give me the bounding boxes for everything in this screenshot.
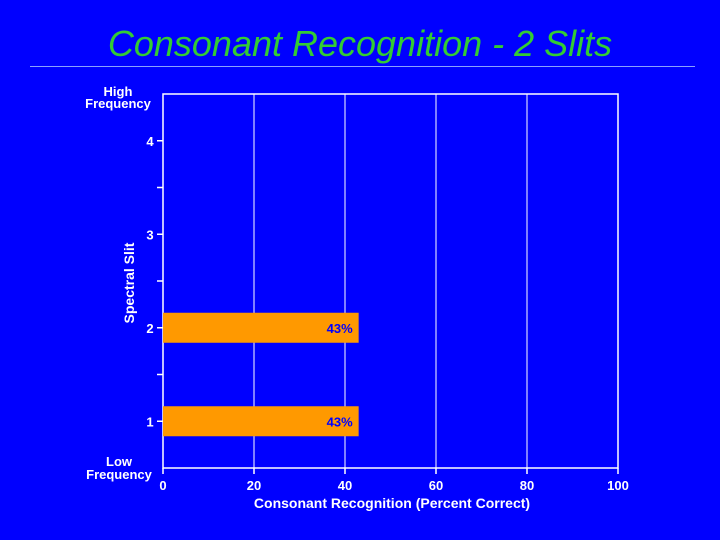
y-tick-marks [157,140,163,422]
y-bottom-label-line1: Low [106,454,133,469]
y-top-label-line1: High [104,84,133,99]
bar-slit-1 [163,406,359,437]
y-category-label-4: 4 [146,134,154,149]
x-tick-label-40: 40 [338,478,352,493]
y-top-label-line2: Frequency [85,96,152,111]
grid-lines [162,94,619,474]
x-tick-label-100: 100 [607,478,629,493]
y-category-label-2: 2 [146,321,153,336]
x-tick-label-60: 60 [429,478,443,493]
x-axis-title: Consonant Recognition (Percent Correct) [254,495,530,511]
x-tick-label-80: 80 [520,478,534,493]
x-tick-label-20: 20 [247,478,261,493]
slide-title: Consonant Recognition - 2 Slits [107,23,613,64]
y-category-label-3: 3 [146,227,153,242]
y-category-label-1: 1 [146,414,153,429]
x-tick-label-0: 0 [159,478,166,493]
x-tick-labels: 0 20 40 60 80 100 [159,478,628,493]
bars: 43% 43% [163,312,359,437]
y-bottom-label-line2: Frequency [86,467,153,482]
data-label-slit-2: 43% [327,321,353,336]
y-axis-title: Spectral Slit [121,242,137,323]
title-divider [30,66,695,67]
bar-slit-2 [163,312,359,343]
plot-area [162,93,619,469]
y-category-labels: 1 2 3 4 [146,134,154,430]
data-label-slit-1: 43% [327,414,353,429]
